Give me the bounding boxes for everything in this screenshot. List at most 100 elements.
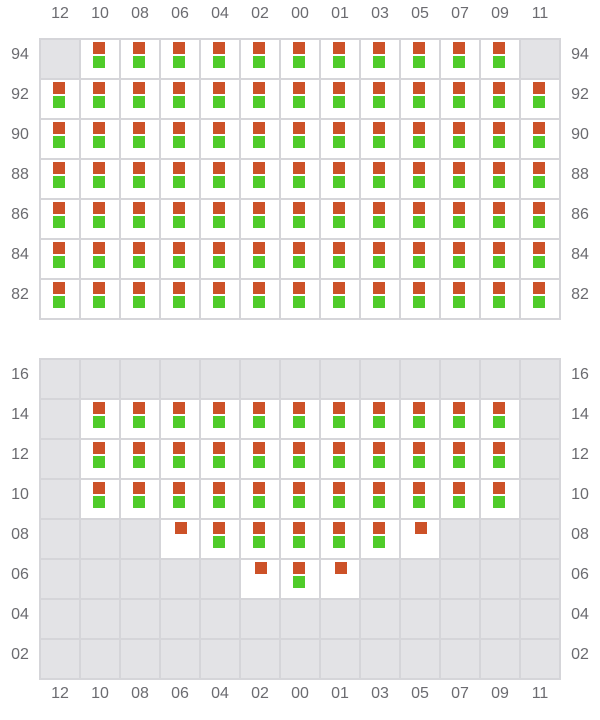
slot-cell[interactable] (81, 280, 119, 318)
slot-cell[interactable] (281, 200, 319, 238)
slot-cell[interactable] (161, 120, 199, 158)
slot-cell[interactable] (161, 520, 199, 558)
slot-cell[interactable] (121, 240, 159, 278)
slot-cell[interactable] (481, 400, 519, 438)
slot-cell[interactable] (361, 240, 399, 278)
slot-cell[interactable] (241, 40, 279, 78)
slot-cell[interactable] (361, 400, 399, 438)
slot-cell[interactable] (161, 200, 199, 238)
slot-cell[interactable] (41, 160, 79, 198)
slot-cell[interactable] (241, 200, 279, 238)
slot-cell[interactable] (81, 440, 119, 478)
slot-cell[interactable] (361, 280, 399, 318)
slot-cell[interactable] (401, 120, 439, 158)
slot-cell[interactable] (121, 200, 159, 238)
slot-cell[interactable] (121, 400, 159, 438)
slot-cell[interactable] (441, 200, 479, 238)
slot-cell[interactable] (41, 280, 79, 318)
slot-cell[interactable] (441, 240, 479, 278)
slot-cell[interactable] (41, 200, 79, 238)
slot-cell[interactable] (121, 480, 159, 518)
slot-cell[interactable] (161, 160, 199, 198)
slot-cell[interactable] (481, 280, 519, 318)
slot-cell[interactable] (361, 440, 399, 478)
slot-cell[interactable] (361, 480, 399, 518)
slot-cell[interactable] (201, 200, 239, 238)
slot-cell[interactable] (321, 480, 359, 518)
slot-cell[interactable] (481, 160, 519, 198)
slot-cell[interactable] (401, 520, 439, 558)
slot-cell[interactable] (321, 240, 359, 278)
slot-cell[interactable] (521, 80, 559, 118)
slot-cell[interactable] (281, 400, 319, 438)
slot-cell[interactable] (361, 520, 399, 558)
slot-cell[interactable] (281, 80, 319, 118)
slot-cell[interactable] (361, 80, 399, 118)
slot-cell[interactable] (481, 200, 519, 238)
slot-cell[interactable] (361, 160, 399, 198)
slot-cell[interactable] (401, 240, 439, 278)
slot-cell[interactable] (441, 440, 479, 478)
slot-cell[interactable] (321, 400, 359, 438)
slot-cell[interactable] (81, 480, 119, 518)
slot-cell[interactable] (441, 120, 479, 158)
slot-cell[interactable] (321, 440, 359, 478)
slot-cell[interactable] (161, 40, 199, 78)
slot-cell[interactable] (161, 400, 199, 438)
slot-cell[interactable] (201, 40, 239, 78)
slot-cell[interactable] (241, 120, 279, 158)
slot-cell[interactable] (521, 200, 559, 238)
slot-cell[interactable] (41, 80, 79, 118)
slot-cell[interactable] (441, 400, 479, 438)
slot-cell[interactable] (161, 480, 199, 518)
slot-cell[interactable] (281, 480, 319, 518)
slot-cell[interactable] (201, 520, 239, 558)
slot-cell[interactable] (281, 280, 319, 318)
slot-cell[interactable] (281, 160, 319, 198)
slot-cell[interactable] (201, 280, 239, 318)
slot-cell[interactable] (401, 400, 439, 438)
slot-cell[interactable] (201, 160, 239, 198)
slot-cell[interactable] (121, 440, 159, 478)
slot-cell[interactable] (201, 120, 239, 158)
slot-cell[interactable] (81, 80, 119, 118)
slot-cell[interactable] (161, 80, 199, 118)
slot-cell[interactable] (521, 240, 559, 278)
slot-cell[interactable] (321, 80, 359, 118)
slot-cell[interactable] (481, 240, 519, 278)
slot-cell[interactable] (81, 400, 119, 438)
slot-cell[interactable] (281, 520, 319, 558)
slot-cell[interactable] (241, 560, 279, 598)
slot-cell[interactable] (281, 560, 319, 598)
slot-cell[interactable] (441, 80, 479, 118)
slot-cell[interactable] (281, 120, 319, 158)
slot-cell[interactable] (401, 440, 439, 478)
slot-cell[interactable] (201, 80, 239, 118)
slot-cell[interactable] (321, 560, 359, 598)
slot-cell[interactable] (81, 240, 119, 278)
slot-cell[interactable] (481, 120, 519, 158)
slot-cell[interactable] (441, 160, 479, 198)
slot-cell[interactable] (241, 160, 279, 198)
slot-cell[interactable] (281, 240, 319, 278)
slot-cell[interactable] (361, 200, 399, 238)
slot-cell[interactable] (41, 240, 79, 278)
slot-cell[interactable] (241, 400, 279, 438)
slot-cell[interactable] (401, 160, 439, 198)
slot-cell[interactable] (401, 200, 439, 238)
slot-cell[interactable] (441, 480, 479, 518)
slot-cell[interactable] (481, 480, 519, 518)
slot-cell[interactable] (121, 40, 159, 78)
slot-cell[interactable] (401, 80, 439, 118)
slot-cell[interactable] (121, 80, 159, 118)
slot-cell[interactable] (81, 200, 119, 238)
slot-cell[interactable] (321, 160, 359, 198)
slot-cell[interactable] (321, 280, 359, 318)
slot-cell[interactable] (161, 280, 199, 318)
slot-cell[interactable] (121, 280, 159, 318)
slot-cell[interactable] (441, 40, 479, 78)
slot-cell[interactable] (361, 120, 399, 158)
slot-cell[interactable] (481, 440, 519, 478)
slot-cell[interactable] (41, 120, 79, 158)
slot-cell[interactable] (241, 80, 279, 118)
